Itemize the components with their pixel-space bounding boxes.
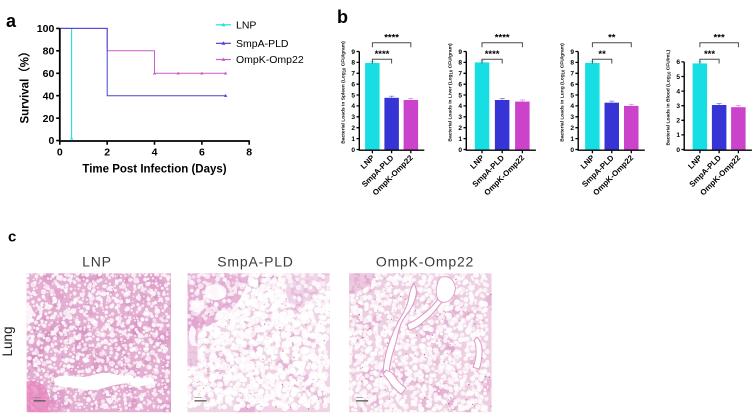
- svg-text:9: 9: [570, 49, 574, 56]
- svg-text:Bacterial Loads in Liver (Log1: Bacterial Loads in Liver (Log10 CFU/gram…: [448, 43, 454, 142]
- svg-text:2: 2: [351, 125, 355, 132]
- svg-text:0: 0: [57, 147, 63, 159]
- svg-text:Lung: Lung: [0, 326, 15, 356]
- svg-text:3: 3: [676, 103, 680, 110]
- svg-text:****: ****: [384, 33, 399, 44]
- svg-text:**: **: [598, 49, 606, 60]
- svg-text:0: 0: [676, 147, 680, 154]
- svg-text:8: 8: [458, 60, 462, 67]
- svg-text:b: b: [337, 7, 348, 27]
- svg-text:Bacterial Loads in Blood (Log1: Bacterial Loads in Blood (Log10 CFU/mL): [665, 49, 671, 145]
- svg-text:1: 1: [570, 136, 574, 143]
- svg-text:8: 8: [351, 60, 355, 67]
- svg-text:2: 2: [458, 125, 462, 132]
- svg-text:7: 7: [458, 71, 462, 78]
- svg-text:****: ****: [495, 33, 510, 44]
- svg-text:0: 0: [570, 147, 574, 154]
- svg-text:5: 5: [351, 92, 355, 99]
- svg-text:Time Post Infection (Days): Time Post Infection (Days): [82, 164, 226, 176]
- svg-text:0: 0: [351, 147, 355, 154]
- svg-text:1: 1: [458, 136, 462, 143]
- svg-text:5: 5: [570, 92, 574, 99]
- svg-text:7: 7: [351, 71, 355, 78]
- svg-text:0: 0: [48, 135, 54, 147]
- svg-text:60: 60: [43, 68, 55, 80]
- svg-text:6: 6: [458, 82, 462, 89]
- svg-text:a: a: [6, 11, 17, 31]
- svg-text:3: 3: [570, 114, 574, 121]
- svg-text:4: 4: [152, 147, 158, 159]
- svg-text:c: c: [8, 229, 16, 246]
- svg-text:2: 2: [570, 125, 574, 132]
- svg-text:4: 4: [570, 103, 574, 110]
- svg-text:****: ****: [375, 49, 390, 60]
- svg-text:1: 1: [351, 136, 355, 143]
- svg-text:8: 8: [246, 147, 252, 159]
- svg-text:4: 4: [458, 103, 462, 110]
- svg-text:2: 2: [676, 118, 680, 125]
- svg-text:6: 6: [351, 82, 355, 89]
- svg-text:OmpK-Omp22: OmpK-Omp22: [236, 54, 304, 66]
- svg-text:6: 6: [570, 82, 574, 89]
- svg-text:Survival（%）: Survival（%）: [18, 46, 32, 124]
- svg-text:0: 0: [458, 147, 462, 154]
- svg-text:SmpA-PLD: SmpA-PLD: [217, 254, 293, 270]
- svg-text:LNP: LNP: [82, 254, 112, 270]
- svg-text:7: 7: [570, 71, 574, 78]
- svg-text:9: 9: [351, 49, 355, 56]
- svg-text:6: 6: [199, 147, 205, 159]
- svg-text:9: 9: [458, 49, 462, 56]
- svg-text:2: 2: [104, 147, 110, 159]
- svg-text:5: 5: [676, 74, 680, 81]
- svg-text:***: ***: [714, 33, 725, 44]
- svg-text:20: 20: [43, 113, 55, 125]
- svg-text:SmpA-PLD: SmpA-PLD: [236, 38, 289, 50]
- svg-text:Bacterial Loads in Spleen (Log: Bacterial Loads in Spleen (Log10 CFU/gra…: [341, 41, 347, 144]
- svg-text:****: ****: [485, 49, 500, 60]
- svg-text:***: ***: [704, 49, 715, 60]
- svg-text:1: 1: [676, 132, 680, 139]
- svg-text:80: 80: [43, 45, 55, 57]
- svg-text:3: 3: [351, 114, 355, 121]
- svg-text:100: 100: [37, 23, 55, 35]
- svg-text:4: 4: [351, 103, 355, 110]
- svg-text:**: **: [608, 33, 616, 44]
- svg-text:40: 40: [43, 90, 55, 102]
- svg-text:4: 4: [676, 88, 680, 95]
- svg-text:Bacterial Loads in Lung (Log10: Bacterial Loads in Lung (Log10 CFU/gram): [559, 43, 565, 142]
- svg-text:6: 6: [676, 59, 680, 66]
- svg-text:LNP: LNP: [236, 20, 256, 32]
- svg-text:OmpK-Omp22: OmpK-Omp22: [376, 254, 474, 270]
- svg-text:8: 8: [570, 60, 574, 67]
- svg-text:5: 5: [458, 92, 462, 99]
- svg-text:3: 3: [458, 114, 462, 121]
